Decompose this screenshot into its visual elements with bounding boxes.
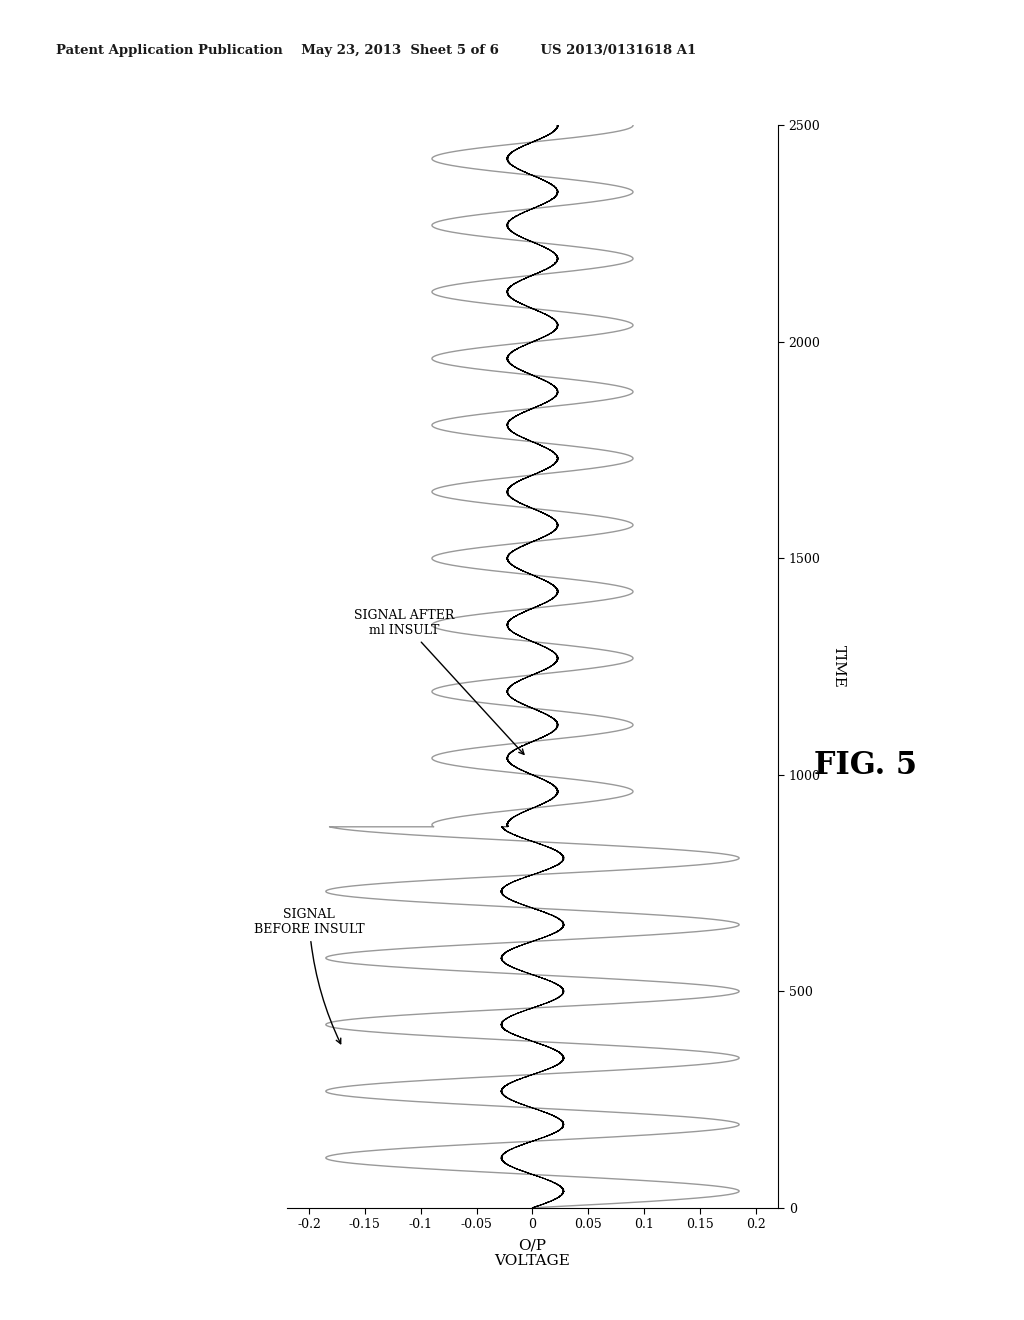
Text: SIGNAL
BEFORE INSULT: SIGNAL BEFORE INSULT [254, 908, 365, 1044]
Text: SIGNAL AFTER
ml INSULT: SIGNAL AFTER ml INSULT [354, 610, 524, 754]
Text: FIG. 5: FIG. 5 [814, 750, 918, 781]
Text: Patent Application Publication    May 23, 2013  Sheet 5 of 6         US 2013/013: Patent Application Publication May 23, 2… [56, 44, 696, 57]
X-axis label: O/P
VOLTAGE: O/P VOLTAGE [495, 1238, 570, 1269]
Y-axis label: TIME: TIME [831, 645, 846, 688]
